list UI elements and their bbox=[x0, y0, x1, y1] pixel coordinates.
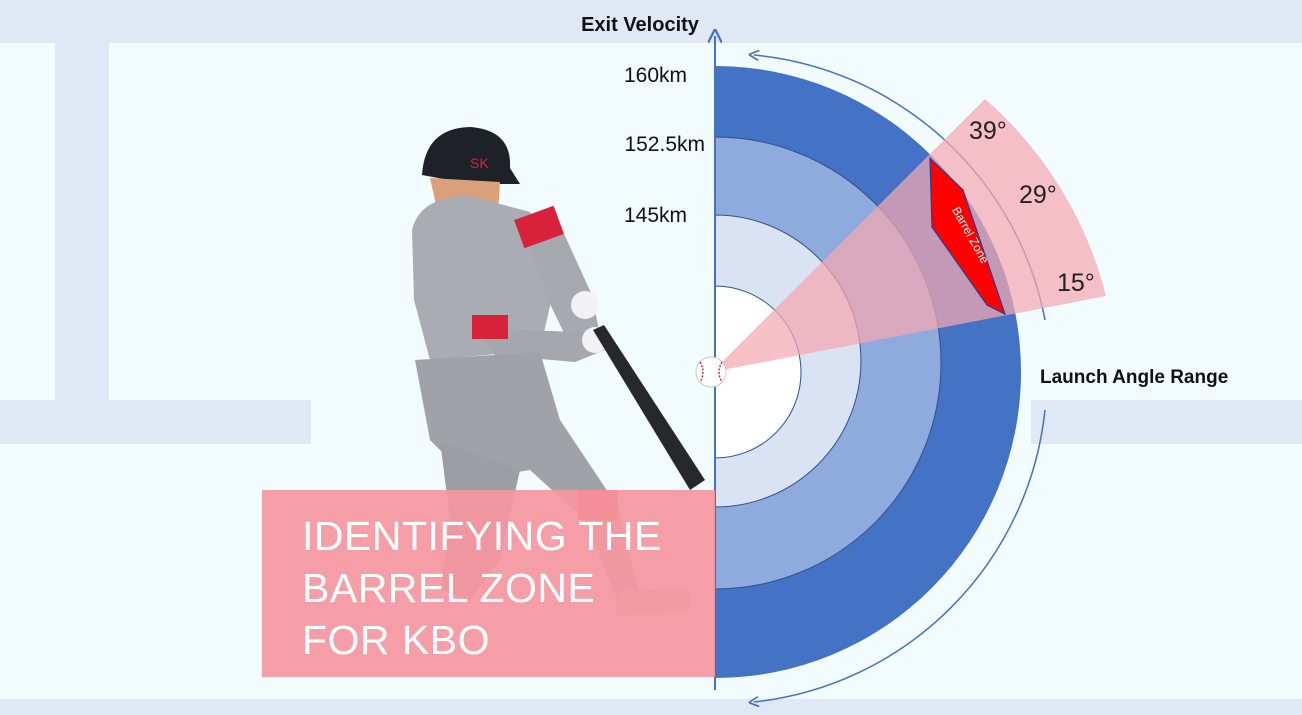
ring-label-145km: 145km bbox=[624, 204, 687, 227]
ring-label-160km: 160km bbox=[624, 64, 687, 87]
page-title: IDENTIFYING THE BARREL ZONE FOR KBO bbox=[302, 510, 702, 666]
title-box bbox=[262, 490, 715, 677]
title-line-3: FOR KBO bbox=[302, 617, 491, 663]
launch-angle-wedge bbox=[712, 99, 1106, 372]
barrel-zone-shape bbox=[929, 156, 1007, 316]
baseball-icon bbox=[695, 356, 727, 388]
svg-text:SK: SK bbox=[470, 155, 489, 171]
background-panel-main bbox=[109, 43, 1302, 400]
angle-label-29: 29° bbox=[1019, 181, 1057, 209]
ring-label-152km: 152.5km bbox=[624, 133, 705, 156]
title-line-1: IDENTIFYING THE bbox=[302, 513, 662, 559]
angle-label-39: 39° bbox=[969, 117, 1007, 145]
background-panel-top bbox=[0, 43, 55, 400]
exit-velocity-label: Exit Velocity bbox=[581, 14, 700, 36]
launch-angle-range-label: Launch Angle Range bbox=[1040, 367, 1228, 388]
angle-label-15: 15° bbox=[1057, 269, 1095, 297]
launch-angle-arc-lower bbox=[754, 409, 1046, 702]
title-line-2: BARREL ZONE bbox=[302, 565, 596, 611]
